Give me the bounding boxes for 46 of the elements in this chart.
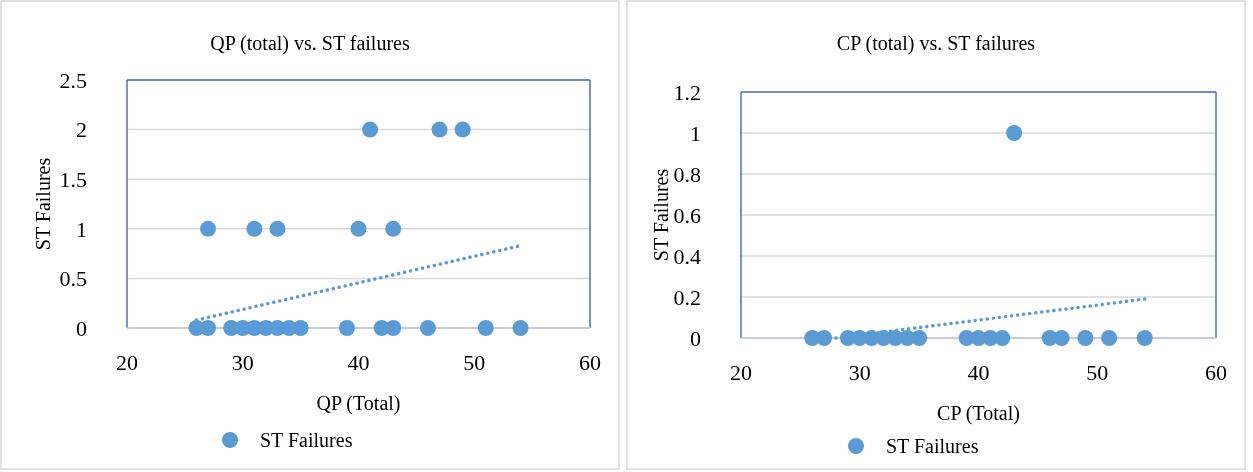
point — [350, 220, 367, 237]
y-tick-label: 1.2 — [673, 79, 701, 105]
x-axis-title: QP (Total) — [316, 392, 401, 415]
y-tick-label: 0.8 — [673, 161, 701, 187]
point — [292, 320, 309, 336]
point — [200, 220, 217, 237]
y-tick-label: 2.5 — [59, 67, 87, 93]
y-tick-label: 2 — [76, 117, 87, 143]
y-tick-label: 0.6 — [673, 202, 701, 228]
y-tick-label: 0.5 — [59, 266, 87, 292]
y-tick-label: 0.4 — [673, 243, 701, 269]
x-tick-label: 60 — [579, 350, 601, 375]
y-tick-label: 0 — [76, 315, 87, 341]
x-tick-label: 20 — [116, 350, 138, 375]
point — [338, 320, 355, 336]
point — [454, 121, 471, 138]
chart-title: QP (total) vs. ST failures — [210, 32, 410, 55]
y-axis-title: ST Failures — [650, 168, 672, 262]
x-tick-label: 30 — [231, 350, 254, 375]
point — [246, 220, 263, 237]
x-tick-label: 50 — [463, 350, 486, 375]
y-tick-label: 1.5 — [59, 166, 87, 192]
y-tick-label: 1 — [76, 216, 87, 242]
y-tick-label: 0 — [690, 325, 701, 351]
point — [269, 220, 286, 237]
x-tick-label: 20 — [730, 360, 752, 385]
point — [419, 320, 436, 336]
legend-label: ST Failures — [886, 435, 979, 457]
x-tick-label: 50 — [1086, 360, 1109, 385]
point — [200, 320, 217, 336]
y-tick-label: 0.2 — [673, 284, 701, 310]
x-axis-title: CP (Total) — [937, 402, 1020, 425]
point — [512, 320, 529, 336]
point — [477, 320, 494, 336]
y-axis-title: ST Failures — [32, 157, 54, 251]
x-tick-label: 40 — [347, 350, 370, 375]
legend-label: ST Failures — [260, 429, 353, 451]
point — [431, 121, 448, 138]
x-tick-label: 40 — [967, 360, 990, 385]
point — [362, 121, 379, 138]
x-tick-label: 60 — [1205, 360, 1227, 385]
point — [385, 320, 402, 336]
x-tick-label: 30 — [848, 360, 871, 385]
point — [385, 220, 402, 237]
chart-title: CP (total) vs. ST failures — [836, 32, 1036, 55]
y-tick-label: 1 — [690, 120, 701, 146]
